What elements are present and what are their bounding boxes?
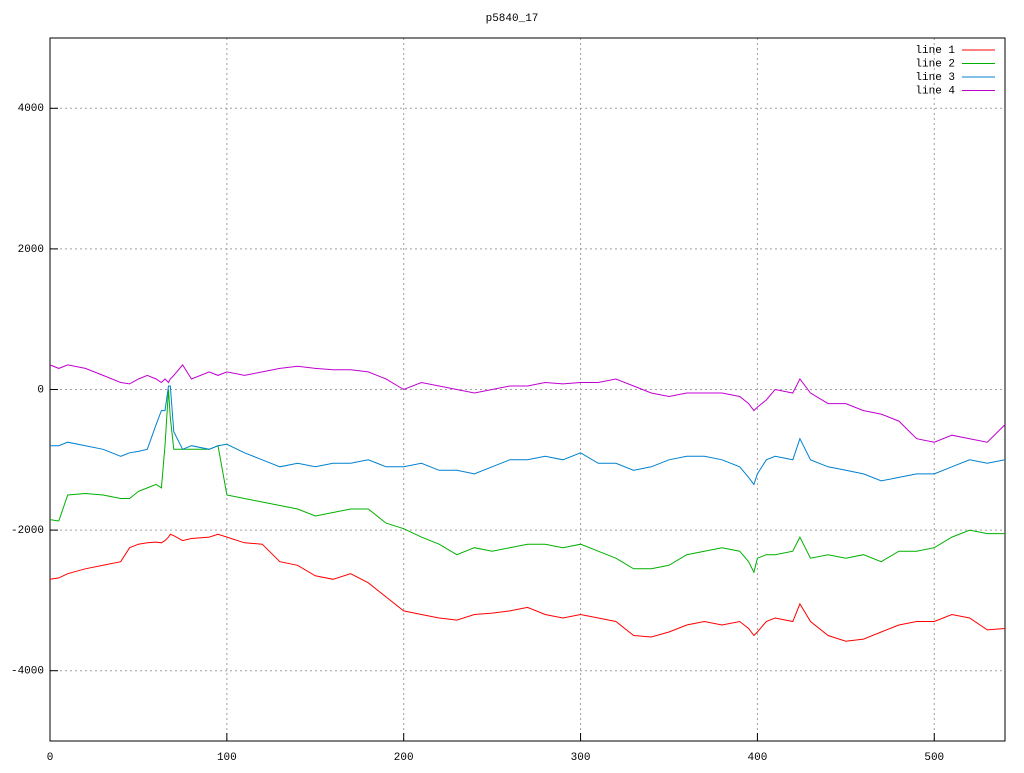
data-line bbox=[50, 385, 1006, 486]
x-tick-label: 0 bbox=[47, 752, 54, 764]
x-tick-label: 500 bbox=[924, 752, 944, 764]
y-tick-label: -4000 bbox=[11, 666, 44, 678]
plot-frame bbox=[49, 37, 1006, 742]
x-tick-label: 200 bbox=[394, 752, 414, 764]
y-tick-label: 0 bbox=[37, 384, 44, 396]
chart-title: p5840_17 bbox=[486, 13, 539, 25]
x-tick-label: 300 bbox=[571, 752, 591, 764]
y-tick-label: 4000 bbox=[18, 103, 44, 115]
x-tick-label: 400 bbox=[748, 752, 768, 764]
legend-label: line 4 bbox=[915, 85, 955, 97]
legend-label: line 3 bbox=[915, 72, 955, 84]
legend-label: line 1 bbox=[915, 45, 955, 57]
legend-label: line 2 bbox=[915, 58, 955, 70]
data-line bbox=[49, 364, 1006, 443]
data-line bbox=[49, 389, 1005, 574]
x-tick-label: 100 bbox=[217, 752, 237, 764]
y-tick-label: -2000 bbox=[11, 525, 44, 537]
data-line bbox=[49, 533, 1006, 642]
y-tick-label: 2000 bbox=[18, 244, 44, 256]
